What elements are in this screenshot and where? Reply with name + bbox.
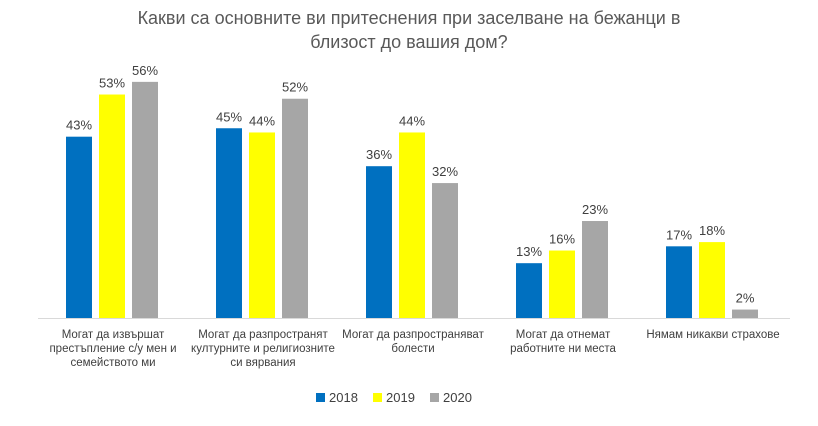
category-label-3: Могат да разпространяват	[342, 329, 484, 341]
chart-title-line-2: близост до вашия дом?	[310, 32, 507, 52]
bar-2018-cat-4	[516, 263, 542, 318]
category-label-1: семейството ми	[70, 357, 155, 369]
plot-area: 43% 53% 56% Могат да извършат престъпление с…	[38, 63, 790, 369]
data-label-2018-cat-2: 45%	[216, 109, 242, 124]
bar-2018-cat-1	[66, 136, 92, 318]
data-label-2020-cat-2: 52%	[282, 80, 308, 95]
category-label-1: престъпление с/у мен и	[49, 343, 176, 355]
legend-swatch-2018	[316, 393, 325, 402]
bar-2020-cat-4	[582, 221, 608, 318]
data-label-2018-cat-3: 36%	[366, 147, 392, 162]
bar-2018-cat-5	[666, 246, 692, 318]
bar-2020-cat-5	[732, 309, 758, 318]
bar-2019-cat-1	[99, 94, 125, 319]
data-label-2019-cat-1: 53%	[99, 76, 125, 91]
legend-swatch-2020	[430, 393, 439, 402]
data-label-2019-cat-3: 44%	[399, 113, 425, 128]
legend-label-2018: 2018	[329, 390, 358, 405]
data-label-2019-cat-4: 16%	[549, 232, 575, 247]
bar-2020-cat-1	[132, 81, 158, 318]
bar-2020-cat-2	[282, 98, 308, 318]
data-label-2018-cat-5: 17%	[666, 227, 692, 242]
data-label-2019-cat-2: 44%	[249, 113, 275, 128]
data-label-2018-cat-4: 13%	[516, 244, 542, 259]
legend-label-2020: 2020	[443, 390, 472, 405]
bar-2018-cat-3	[366, 166, 392, 318]
legend: 2018 2019 2020	[316, 390, 472, 405]
chart-title-line-1: Какви са основните ви притеснения при за…	[138, 8, 681, 28]
data-label-2020-cat-1: 56%	[132, 63, 158, 78]
bar-2020-cat-3	[432, 183, 458, 318]
category-label-2: Могат да разпространят	[198, 329, 328, 341]
data-label-2018-cat-1: 43%	[66, 118, 92, 133]
bar-2019-cat-5	[699, 242, 725, 318]
category-label-4: Могат да отнемат	[516, 329, 611, 341]
data-label-2020-cat-4: 23%	[582, 202, 608, 217]
bar-2019-cat-4	[549, 250, 575, 318]
category-label-2: си вярвания	[230, 357, 295, 369]
bar-2019-cat-3	[399, 132, 425, 318]
legend-label-2019: 2019	[386, 390, 415, 405]
category-label-4: работните ни места	[510, 343, 616, 355]
category-label-5: Нямам никакви страхове	[646, 329, 779, 341]
category-label-3: болести	[391, 343, 434, 355]
category-label-2: културните и религиозните	[191, 343, 335, 355]
bar-2018-cat-2	[216, 128, 242, 318]
data-label-2020-cat-3: 32%	[432, 164, 458, 179]
category-label-1: Могат да извършат	[62, 329, 165, 341]
bar-2019-cat-2	[249, 132, 275, 318]
data-label-2019-cat-5: 18%	[699, 223, 725, 238]
legend-swatch-2019	[373, 393, 382, 402]
data-label-2020-cat-5: 2%	[736, 291, 755, 306]
